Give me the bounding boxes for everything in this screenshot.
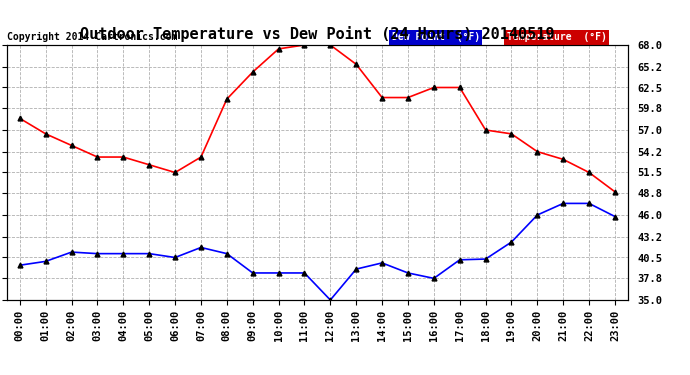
Text: Dew Point  (°F): Dew Point (°F)	[392, 32, 480, 42]
Text: Temperature  (°F): Temperature (°F)	[506, 33, 607, 42]
Text: Copyright 2014 Cartronics.com: Copyright 2014 Cartronics.com	[7, 32, 177, 42]
Title: Outdoor Temperature vs Dew Point (24 Hours) 20140519: Outdoor Temperature vs Dew Point (24 Hou…	[80, 27, 555, 42]
